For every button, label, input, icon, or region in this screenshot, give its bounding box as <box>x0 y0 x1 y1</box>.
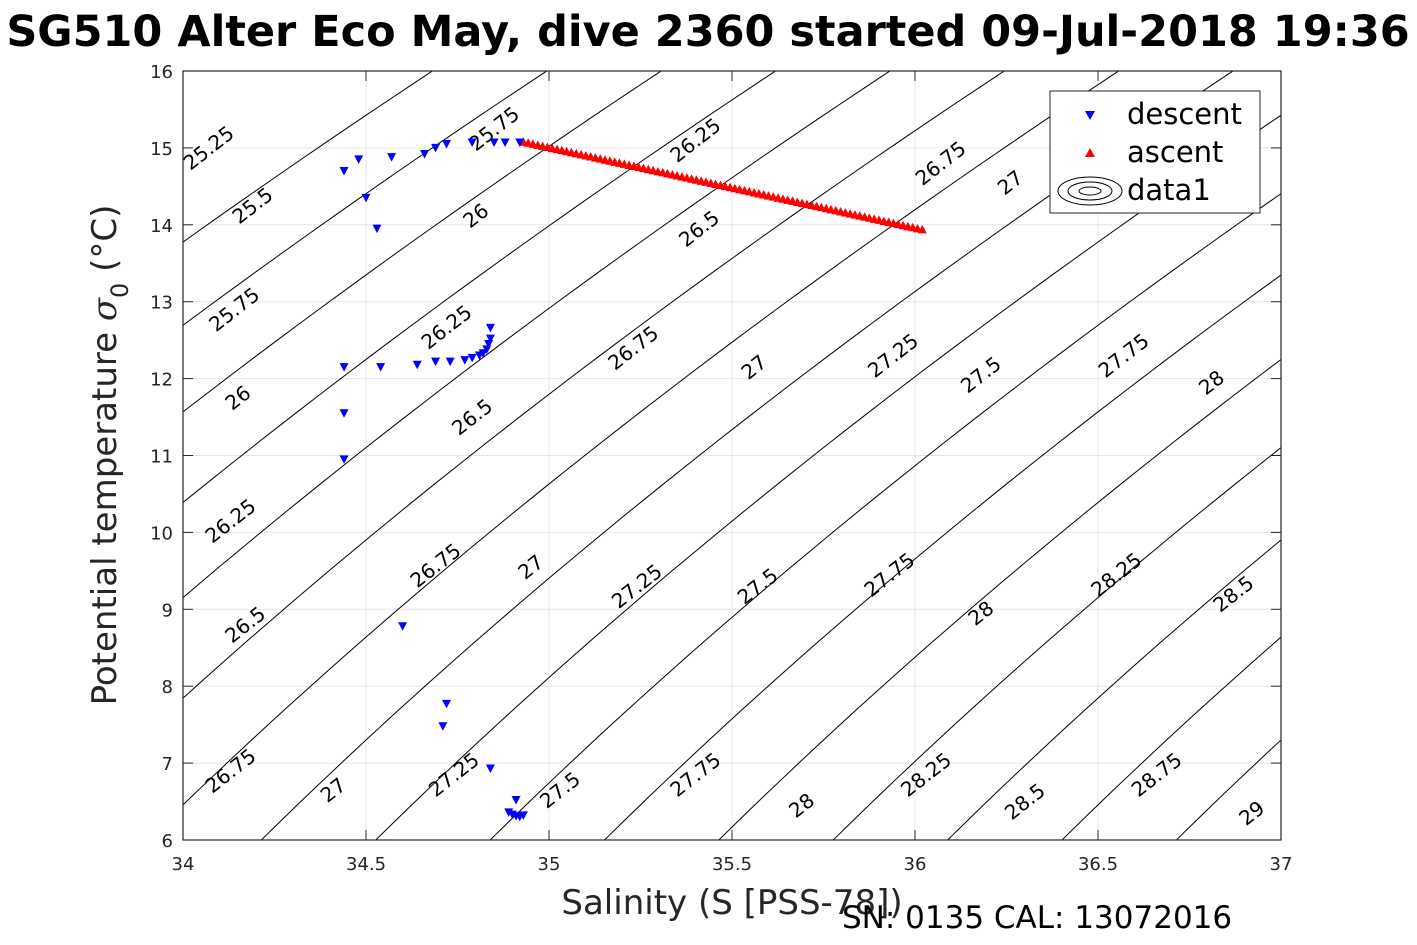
legend-ascent-label: ascent <box>1127 135 1223 169</box>
y-tick-label: 12 <box>150 370 173 391</box>
descent-point <box>467 353 477 363</box>
descent-point <box>485 764 495 773</box>
x-tick-label: 34.5 <box>346 854 386 875</box>
density-contour-line <box>183 71 777 504</box>
descent-point <box>339 166 349 176</box>
descent-point <box>372 224 382 234</box>
descent-point <box>518 811 528 820</box>
density-contour-line <box>183 71 1006 699</box>
density-contour-line <box>183 71 434 243</box>
descent-point <box>339 455 349 464</box>
density-contour-line <box>183 71 548 326</box>
density-contour-line <box>946 539 1281 840</box>
descent-point <box>485 323 495 333</box>
descent-point <box>431 357 441 367</box>
descent-point <box>412 360 422 370</box>
descent-point <box>467 138 477 148</box>
legend-descent-marker <box>1085 111 1095 120</box>
descent-point <box>438 722 448 731</box>
x-tick-label: 35.5 <box>712 854 752 875</box>
serial-calibration-footer: SN: 0135 CAL: 13072016 <box>842 900 1232 936</box>
y-axis-label-sigma: σ <box>85 297 125 321</box>
descent-point <box>339 363 349 372</box>
density-contour-line <box>603 274 1281 840</box>
descent-point <box>489 138 499 148</box>
descent-point <box>442 140 452 149</box>
y-axis-ticks: 6 7 8 9 10 11 12 13 14 15 16 <box>150 62 1281 852</box>
x-axis-label: Salinity (S [PSS-78]) <box>561 883 902 923</box>
y-axis-label-unit: (°C) <box>85 205 125 283</box>
y-tick-label: 14 <box>150 216 173 237</box>
descent-point <box>445 357 455 367</box>
descent-point <box>387 153 397 162</box>
legend: descent ascent data1 <box>1049 90 1261 214</box>
y-tick-label: 9 <box>162 600 173 621</box>
legend-contour-icon <box>1057 176 1123 206</box>
descent-point <box>361 193 371 203</box>
density-contour-line <box>183 71 891 599</box>
x-axis-ticks: 34 34.5 35 35.5 36 36.5 37 <box>172 71 1293 875</box>
x-tick-label: 37 <box>1270 854 1293 875</box>
x-tick-label: 35 <box>538 854 561 875</box>
descent-point <box>500 138 510 148</box>
descent-point <box>376 363 386 372</box>
density-contour-line <box>183 71 663 413</box>
legend-box <box>1049 90 1261 214</box>
descent-point <box>398 622 408 631</box>
x-tick-label: 36.5 <box>1078 854 1118 875</box>
y-tick-label: 7 <box>162 754 173 775</box>
legend-descent-label: descent <box>1127 97 1242 131</box>
y-tick-label: 10 <box>150 523 173 544</box>
chart-title: SG510 Alter Eco May, dive 2360 started 0… <box>6 7 1409 57</box>
y-tick-label: 8 <box>162 677 173 698</box>
y-axis-label: Potential temperature σ0 (°C) <box>85 205 134 706</box>
descent-point <box>339 409 349 418</box>
y-tick-label: 11 <box>150 447 173 468</box>
descent-point <box>478 349 488 358</box>
density-contour-line <box>718 358 1281 840</box>
descent-point <box>485 334 495 344</box>
legend-ascent-marker <box>1085 148 1095 157</box>
descent-point <box>511 796 521 805</box>
y-axis-label-main: Potential temperature <box>85 321 125 705</box>
descent-point <box>442 699 452 709</box>
descent-point <box>504 808 514 817</box>
descent-point <box>420 150 430 159</box>
y-tick-label: 16 <box>150 62 173 83</box>
density-contour-line <box>489 193 1281 840</box>
y-axis-label-subscript: 0 <box>106 283 134 298</box>
legend-data1-label: data1 <box>1127 173 1211 207</box>
descent-point <box>515 138 525 148</box>
descent-series <box>339 138 528 822</box>
descent-point <box>431 143 441 153</box>
density-contour-line <box>1061 636 1281 840</box>
x-tick-label: 34 <box>172 854 195 875</box>
ascent-series <box>518 137 927 234</box>
ascent-point <box>917 224 927 234</box>
y-tick-label: 6 <box>162 831 173 852</box>
density-contour-line <box>183 71 1120 806</box>
y-tick-label: 15 <box>150 139 173 160</box>
y-tick-label: 13 <box>150 293 173 314</box>
descent-point <box>354 155 364 164</box>
descent-point <box>460 356 470 365</box>
x-tick-label: 36 <box>904 854 927 875</box>
